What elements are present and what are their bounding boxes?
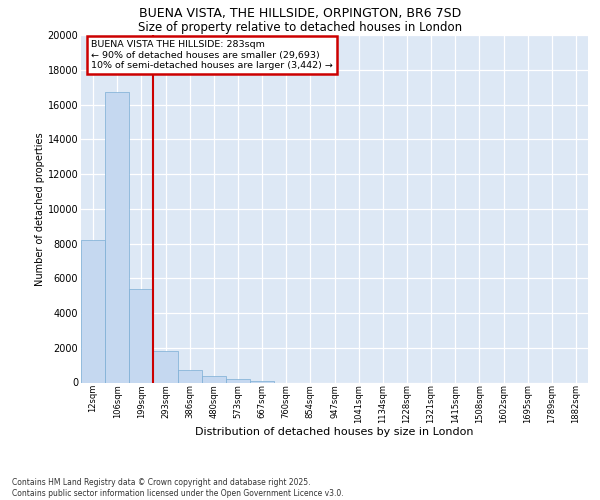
Bar: [129, 288, 154, 382]
Bar: [250, 381, 274, 382]
Text: BUENA VISTA, THE HILLSIDE, ORPINGTON, BR6 7SD: BUENA VISTA, THE HILLSIDE, ORPINGTON, BR…: [139, 8, 461, 20]
X-axis label: Distribution of detached houses by size in London: Distribution of detached houses by size …: [195, 427, 474, 437]
Y-axis label: Number of detached properties: Number of detached properties: [35, 132, 44, 286]
Text: BUENA VISTA THE HILLSIDE: 283sqm
← 90% of detached houses are smaller (29,693)
1: BUENA VISTA THE HILLSIDE: 283sqm ← 90% o…: [91, 40, 333, 70]
Text: Size of property relative to detached houses in London: Size of property relative to detached ho…: [138, 21, 462, 34]
Bar: [178, 370, 202, 382]
Bar: [81, 240, 105, 382]
Bar: [226, 379, 250, 382]
Bar: [202, 376, 226, 382]
Bar: [154, 351, 178, 382]
Bar: [105, 92, 129, 383]
Text: Contains HM Land Registry data © Crown copyright and database right 2025.
Contai: Contains HM Land Registry data © Crown c…: [12, 478, 344, 498]
